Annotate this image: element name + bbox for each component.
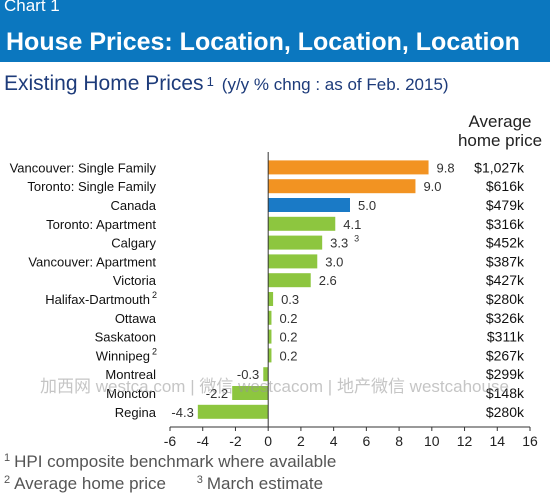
value-label: 4.1 xyxy=(343,217,361,232)
price-label: $311k xyxy=(487,329,525,345)
price-label: $148k xyxy=(486,385,525,401)
price-label: $267k xyxy=(486,347,525,363)
footnote-1-text: HPI composite benchmark where available xyxy=(14,452,337,471)
x-tick-label: -2 xyxy=(229,433,242,449)
category-label: Moncton xyxy=(106,386,156,401)
category-label: Toronto: Apartment xyxy=(46,217,156,232)
category-label: Vancouver: Single Family xyxy=(10,160,157,175)
footnote-2-text: Average home price xyxy=(14,474,166,493)
bar xyxy=(268,329,272,344)
bar xyxy=(263,367,269,382)
price-label: $1,027k xyxy=(474,159,525,175)
x-tick-label: 8 xyxy=(395,433,403,449)
value-label: 0.2 xyxy=(279,330,297,345)
watermark: 加西网 westca.com | 微信 westcacom | 地产微信 wes… xyxy=(40,377,509,396)
price-label: $316k xyxy=(486,216,525,232)
chart-title-text: Existing Home Prices xyxy=(4,72,204,95)
value-label: 3.3 xyxy=(330,236,348,251)
value-footnote-mark: 3 xyxy=(354,234,359,244)
bar xyxy=(197,404,269,419)
x-tick-label: 10 xyxy=(424,433,440,449)
bar xyxy=(268,179,416,194)
category-label: Vancouver: Apartment xyxy=(28,254,156,269)
value-label: 0.3 xyxy=(281,292,299,307)
bar xyxy=(268,348,272,363)
footnote-3-text: March estimate xyxy=(206,474,324,493)
price-label: $387k xyxy=(486,253,525,269)
value-label: 9.8 xyxy=(437,160,455,175)
bar xyxy=(268,216,336,231)
value-label: -2.2 xyxy=(206,386,228,401)
footnote-2: 2 Average home price 3 March estimate xyxy=(4,474,323,494)
price-label: $299k xyxy=(486,366,525,382)
bar xyxy=(268,310,272,325)
category-label: Toronto: Single Family xyxy=(27,179,156,194)
value-label: -4.3 xyxy=(171,405,193,420)
title-footnote-mark: 1 xyxy=(206,74,214,89)
category-label: Halifax-Dartmouth xyxy=(45,292,150,307)
category-label: Regina xyxy=(115,405,157,420)
chart-number: Chart 1 xyxy=(4,0,60,15)
x-tick-label: 4 xyxy=(330,433,338,449)
chart-title: Existing Home Prices 1 (y/y % chng : as of… xyxy=(4,72,449,96)
price-label: $479k xyxy=(486,197,525,213)
category-label: Calgary xyxy=(111,236,156,251)
bar xyxy=(232,386,269,400)
bar xyxy=(268,292,274,306)
price-label: $280k xyxy=(486,404,525,420)
category-label: Montreal xyxy=(105,367,156,382)
bar xyxy=(268,254,318,269)
price-label: $427k xyxy=(486,272,525,288)
category-label: Winnipeg xyxy=(96,348,150,363)
category-label: Victoria xyxy=(113,273,157,288)
category-label: Saskatoon xyxy=(95,330,156,345)
price-label: $280k xyxy=(486,291,525,307)
category-label: Ottawa xyxy=(115,311,157,326)
x-tick-label: 6 xyxy=(362,433,370,449)
footnote-2-mark: 2 xyxy=(4,474,11,486)
x-tick-label: 0 xyxy=(264,433,272,449)
chart-subtitle: (y/y % chng : as of Feb. 2015) xyxy=(221,75,449,94)
price-column-header: Average home price xyxy=(457,112,543,150)
x-tick-label: 16 xyxy=(522,433,538,449)
footnote-1-mark: 1 xyxy=(4,452,11,464)
value-label: 0.2 xyxy=(279,311,297,326)
x-tick-label: 14 xyxy=(489,433,505,449)
category-footnote-mark: 2 xyxy=(152,346,157,356)
category-footnote-mark: 2 xyxy=(152,290,157,300)
bar xyxy=(268,235,323,250)
value-label: 3.0 xyxy=(325,254,343,269)
price-label: $452k xyxy=(486,235,525,251)
x-tick-label: 2 xyxy=(297,433,305,449)
x-tick-label: 12 xyxy=(457,433,473,449)
bar xyxy=(268,160,429,175)
bar xyxy=(268,198,350,212)
value-label: 5.0 xyxy=(358,198,376,213)
price-label: $616k xyxy=(486,178,525,194)
footnote-3-mark: 3 xyxy=(196,474,203,486)
category-label: Canada xyxy=(110,198,156,213)
bar xyxy=(268,273,311,288)
value-label: -0.3 xyxy=(237,367,259,382)
chart-headline: House Prices: Location, Location, Locati… xyxy=(6,28,520,56)
value-label: 0.2 xyxy=(279,348,297,363)
price-label: $326k xyxy=(486,310,525,326)
footnote-1: 1 HPI composite benchmark where available xyxy=(4,452,336,472)
chart-banner: Chart 1 House Prices: Location, Location… xyxy=(0,0,550,62)
x-tick-label: -4 xyxy=(197,433,210,449)
value-label: 2.6 xyxy=(319,273,337,288)
value-label: 9.0 xyxy=(423,179,441,194)
x-tick-label: -6 xyxy=(164,433,177,449)
